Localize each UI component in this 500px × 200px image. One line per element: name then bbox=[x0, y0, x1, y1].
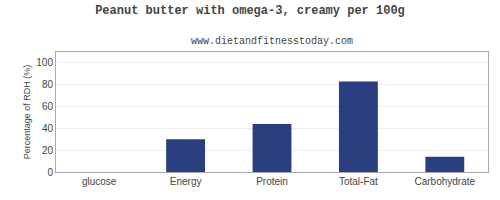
svg-text:Protein: Protein bbox=[256, 176, 288, 187]
svg-text:Peanut butter with omega-3, cr: Peanut butter with omega-3, creamy per 1… bbox=[95, 4, 405, 18]
svg-text:glucose: glucose bbox=[82, 176, 117, 187]
svg-text:40: 40 bbox=[42, 123, 54, 134]
svg-text:0: 0 bbox=[47, 167, 53, 178]
svg-text:80: 80 bbox=[42, 79, 54, 90]
svg-text:Energy: Energy bbox=[170, 176, 202, 187]
svg-text:100: 100 bbox=[36, 57, 53, 68]
svg-text:Percentage of RDH (%): Percentage of RDH (%) bbox=[22, 65, 32, 160]
svg-text:20: 20 bbox=[42, 145, 54, 156]
svg-text:Total-Fat: Total-Fat bbox=[339, 176, 378, 187]
svg-text:www.dietandfitnesstoday.com: www.dietandfitnesstoday.com bbox=[191, 36, 353, 47]
svg-text:60: 60 bbox=[42, 101, 54, 112]
svg-text:Carbohydrate: Carbohydrate bbox=[415, 176, 476, 187]
